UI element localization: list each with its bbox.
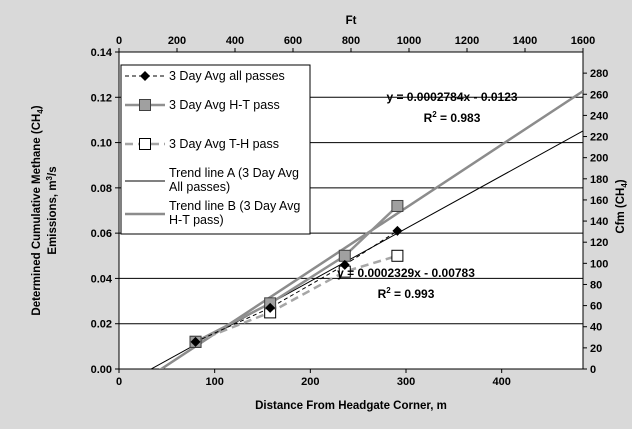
axes: 0 100 200 300 4000.000.020.040.060.080.100.1… (91, 35, 609, 388)
y-tick-label: 0.06 (91, 228, 112, 240)
y2-tick-label: 120 (590, 237, 608, 249)
data-point (265, 302, 276, 313)
legend-trend-label-0: All passes) (169, 180, 230, 194)
data-point (392, 225, 403, 236)
x2-tick-label: 200 (168, 35, 186, 47)
x-tick-label: 300 (397, 376, 415, 388)
data-point (190, 336, 201, 347)
y-axis-title-line2: Emissions, m3/s (45, 166, 59, 254)
y2-tick-label: 80 (590, 279, 602, 291)
data-point (338, 249, 351, 262)
y-tick-label: 0.12 (91, 92, 112, 104)
y2-tick-label: 60 (590, 301, 602, 313)
y2-tick-label: 20 (590, 343, 602, 355)
y2-tick-label: 240 (590, 110, 608, 122)
equation-b: y = 0.0002784x - 0.0123 (386, 90, 517, 104)
legend-trend-label-1: H-T pass) (169, 213, 224, 227)
x2-tick-label: 1600 (571, 35, 595, 47)
data-point (339, 259, 350, 270)
legend-trend-label-0: Trend line A (3 Day Avg (169, 166, 299, 180)
x-tick-label: 400 (493, 376, 511, 388)
x2-tick-label: 1200 (455, 35, 479, 47)
legend-label-0: 3 Day Avg all passes (169, 69, 285, 83)
y2-tick-label: 100 (590, 258, 608, 270)
legend: 3 Day Avg all passes 3 Day Avg H-T pass 3 … (120, 64, 311, 235)
legend-marker-0 (140, 71, 150, 81)
data-point (391, 249, 404, 262)
equation-annotation-a: y = 0.0002329x - 0.00783 R2 = 0.993 (337, 266, 475, 301)
y-tick-label: 0.02 (91, 319, 112, 331)
x2-tick-label: 800 (342, 35, 360, 47)
y-axis-title-line1: Determined Cumulative Methane (CH4) (31, 105, 45, 315)
y2-tick-label: 180 (590, 174, 608, 186)
equation-a: y = 0.0002329x - 0.00783 (337, 266, 475, 280)
data-point (391, 199, 404, 212)
series-line-0 (195, 230, 398, 343)
x2-tick-label: 1000 (397, 35, 421, 47)
y-tick-label: 0.04 (91, 273, 113, 285)
y2-tick-label: 0 (590, 364, 596, 376)
top-axis-title: Ft (346, 15, 357, 27)
y2-tick-label: 260 (590, 89, 608, 101)
y2-tick-label: 140 (590, 216, 608, 228)
x-tick-label: 0 (116, 376, 122, 388)
x-tick-label: 100 (205, 376, 223, 388)
y-tick-label: 0.14 (91, 47, 113, 59)
y-tick-label: 0.10 (91, 138, 112, 150)
series-line-2 (195, 254, 398, 343)
y2-tick-label: 40 (590, 322, 602, 334)
equation-annotation-b: y = 0.0002784x - 0.0123 R2 = 0.983 (386, 90, 517, 125)
x2-tick-label: 400 (226, 35, 244, 47)
x-tick-label: 200 (301, 376, 319, 388)
y-tick-label: 0.08 (91, 183, 112, 195)
x2-tick-label: 0 (116, 35, 122, 47)
r-squared-a: R2 = 0.993 (378, 286, 435, 301)
legend-trend-label-1: Trend line B (3 Day Avg (169, 199, 300, 213)
legend-box (120, 64, 311, 235)
legend-marker-1 (139, 99, 151, 111)
x2-tick-label: 600 (284, 35, 302, 47)
r-squared-b: R2 = 0.983 (424, 110, 481, 125)
x2-tick-label: 1400 (513, 35, 537, 47)
legend-label-1: 3 Day Avg H-T pass (169, 98, 280, 112)
x-axis-title: Distance From Headgate Corner, m (255, 400, 447, 412)
legend-marker-2 (139, 138, 151, 150)
y2-tick-label: 160 (590, 195, 608, 207)
y2-tick-label: 200 (590, 153, 608, 165)
y2-tick-label: 280 (590, 68, 608, 80)
y2-tick-label: 220 (590, 132, 608, 144)
series-line-1 (194, 205, 399, 343)
y-tick-label: 0.00 (91, 364, 112, 376)
right-axis-title: Cfm (CH4) (615, 179, 629, 233)
data-series (189, 199, 404, 348)
legend-label-2: 3 Day Avg T-H pass (169, 137, 279, 151)
